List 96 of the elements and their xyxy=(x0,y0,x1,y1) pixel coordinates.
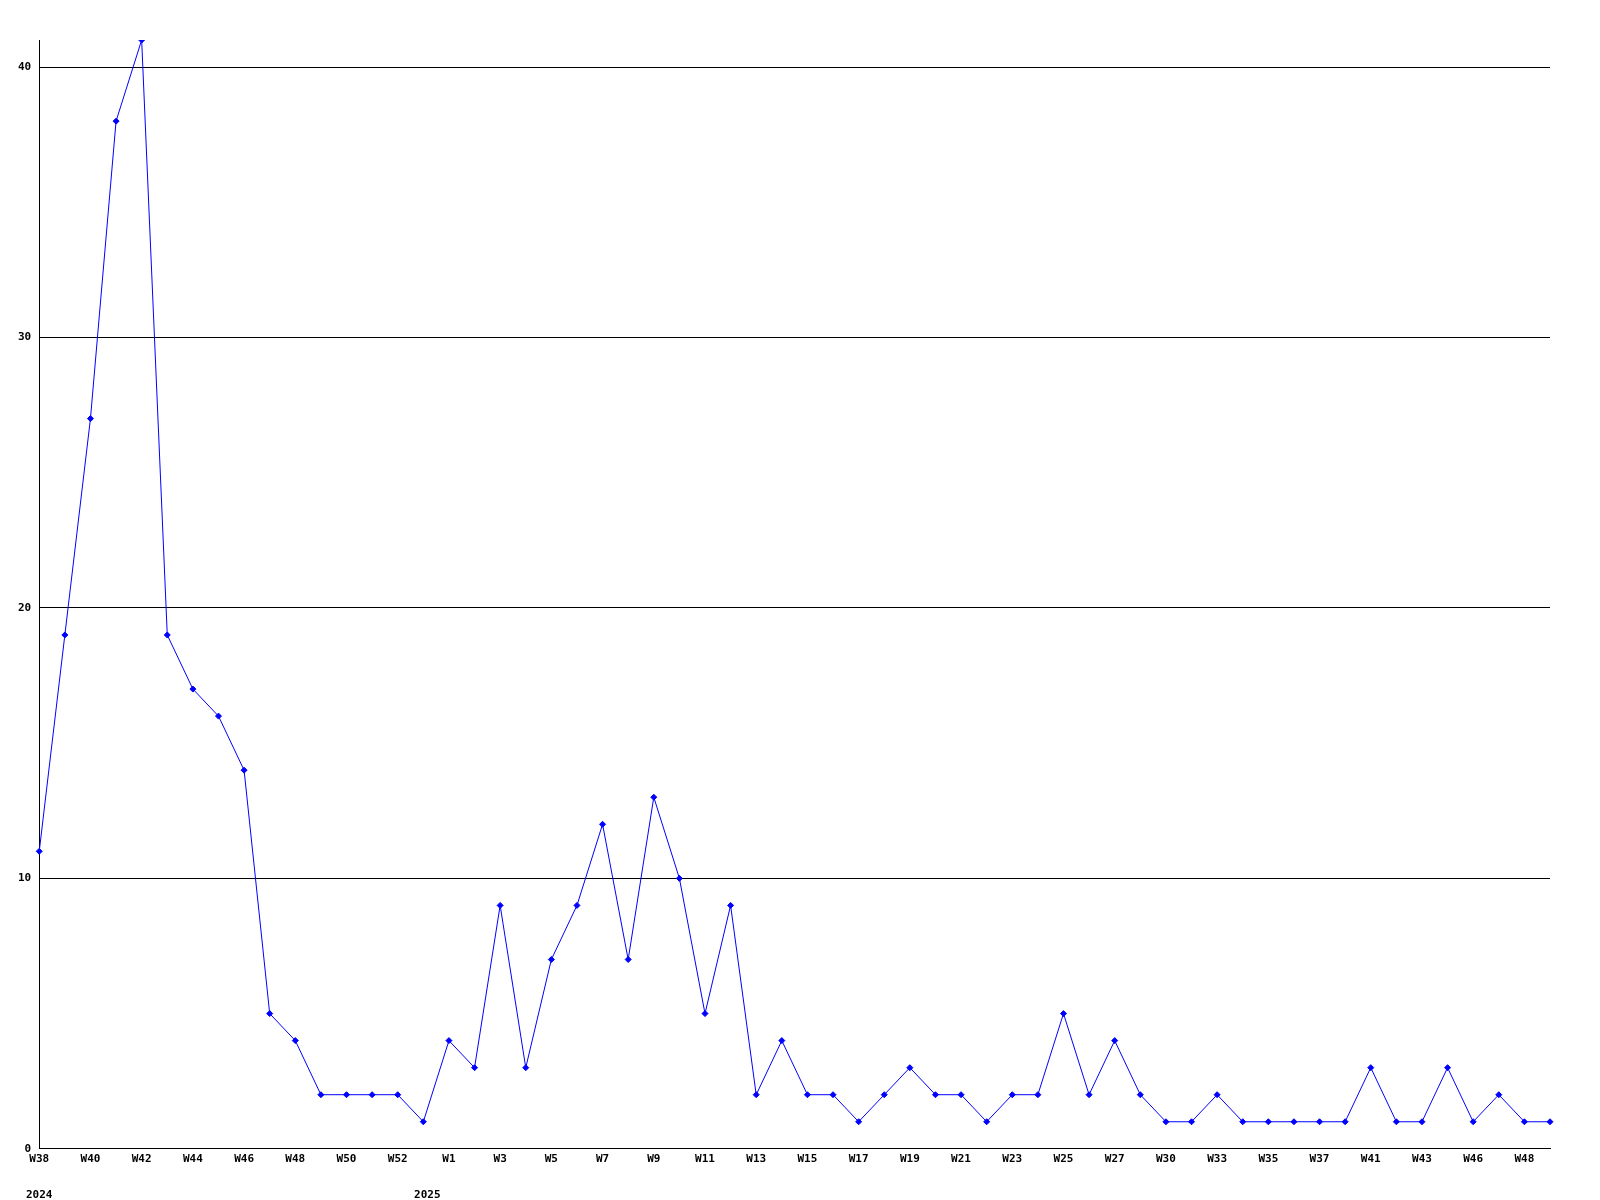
y-tick-label: 0 xyxy=(24,1141,32,1155)
point xyxy=(112,117,120,125)
point xyxy=(1136,1091,1144,1099)
x-tick-label: W48 xyxy=(285,1152,306,1166)
x-tick-label: W17 xyxy=(848,1152,869,1166)
x-tick-label: W41 xyxy=(1360,1152,1382,1166)
point xyxy=(291,1037,299,1045)
y-tick-label: 30 xyxy=(18,330,32,344)
point xyxy=(983,1118,991,1126)
point xyxy=(803,1091,811,1099)
text: 2025 xyxy=(414,1188,441,1200)
point xyxy=(727,901,735,909)
point xyxy=(931,1091,939,1099)
point xyxy=(394,1091,402,1099)
x-tick-label: W42 xyxy=(131,1152,152,1166)
point xyxy=(1059,1010,1067,1018)
x-tick-label: W38 xyxy=(29,1152,50,1166)
point xyxy=(522,1064,530,1072)
x-tick-label: W46 xyxy=(234,1152,255,1166)
point xyxy=(1392,1118,1400,1126)
point xyxy=(61,631,69,639)
point xyxy=(1367,1064,1375,1072)
point xyxy=(1264,1118,1272,1126)
point xyxy=(1034,1091,1042,1099)
point xyxy=(1469,1118,1477,1126)
x-tick-label: W44 xyxy=(182,1152,204,1166)
text: 2024 xyxy=(26,1188,53,1200)
point xyxy=(189,685,197,693)
point xyxy=(573,901,581,909)
point xyxy=(547,955,555,963)
point xyxy=(599,820,607,828)
point xyxy=(471,1064,479,1072)
x-tick-label: W13 xyxy=(746,1152,767,1166)
x-tick-label: W9 xyxy=(647,1152,661,1166)
point xyxy=(445,1037,453,1045)
point xyxy=(1008,1091,1016,1099)
x-tick-label: W19 xyxy=(899,1152,920,1166)
point xyxy=(1341,1118,1349,1126)
point xyxy=(496,901,504,909)
x-tick-label: W1 xyxy=(442,1152,456,1166)
point xyxy=(752,1091,760,1099)
x-tick-label: W43 xyxy=(1412,1152,1432,1166)
point xyxy=(1290,1118,1298,1126)
point xyxy=(1188,1118,1196,1126)
point xyxy=(86,415,94,423)
point xyxy=(368,1091,376,1099)
point xyxy=(1162,1118,1170,1126)
point xyxy=(240,766,248,774)
point xyxy=(880,1091,888,1099)
point xyxy=(1239,1118,1247,1126)
x-tick-label: W30 xyxy=(1155,1152,1176,1166)
point xyxy=(1444,1064,1452,1072)
point xyxy=(1418,1118,1426,1126)
point xyxy=(829,1091,837,1099)
point xyxy=(163,631,171,639)
point xyxy=(343,1091,351,1099)
y-tick-label: 40 xyxy=(18,59,32,73)
x-tick-label: W11 xyxy=(695,1152,716,1166)
point xyxy=(1085,1091,1093,1099)
x-tick-label: W50 xyxy=(336,1152,357,1166)
point xyxy=(1213,1091,1221,1099)
point xyxy=(1546,1118,1554,1126)
x-tick-label: W3 xyxy=(493,1152,507,1166)
point xyxy=(906,1064,914,1072)
point xyxy=(1495,1091,1503,1099)
x-tick-label: W48 xyxy=(1514,1152,1535,1166)
point xyxy=(675,874,683,882)
point xyxy=(957,1091,965,1099)
x-tick-label: W5 xyxy=(544,1152,558,1166)
point xyxy=(266,1010,274,1018)
x-tick-label: W15 xyxy=(797,1152,818,1166)
x-tick-label: W33 xyxy=(1207,1152,1228,1166)
point xyxy=(214,712,222,720)
point xyxy=(624,955,632,963)
x-tick-label: W27 xyxy=(1104,1152,1125,1166)
x-tick-label: W25 xyxy=(1053,1152,1074,1166)
x-tick-label: W7 xyxy=(595,1152,610,1166)
point xyxy=(650,793,658,801)
x-tick-label: W21 xyxy=(951,1152,972,1166)
point xyxy=(1111,1037,1119,1045)
point xyxy=(701,1010,709,1018)
y-tick-label: 10 xyxy=(18,871,32,885)
x-tick-label: W46 xyxy=(1463,1152,1484,1166)
point xyxy=(35,847,43,855)
x-tick-label: W52 xyxy=(387,1152,408,1166)
x-tick-label: W40 xyxy=(80,1152,101,1166)
x-tick-label: W35 xyxy=(1258,1152,1279,1166)
point xyxy=(778,1037,786,1045)
point xyxy=(419,1118,427,1126)
x-tick-label: W23 xyxy=(1002,1152,1023,1166)
x-tick-label: W37 xyxy=(1309,1152,1330,1166)
point xyxy=(1316,1118,1324,1126)
y-tick-label: 20 xyxy=(18,600,32,614)
point xyxy=(1520,1118,1528,1126)
point xyxy=(855,1118,863,1126)
point xyxy=(317,1091,325,1099)
